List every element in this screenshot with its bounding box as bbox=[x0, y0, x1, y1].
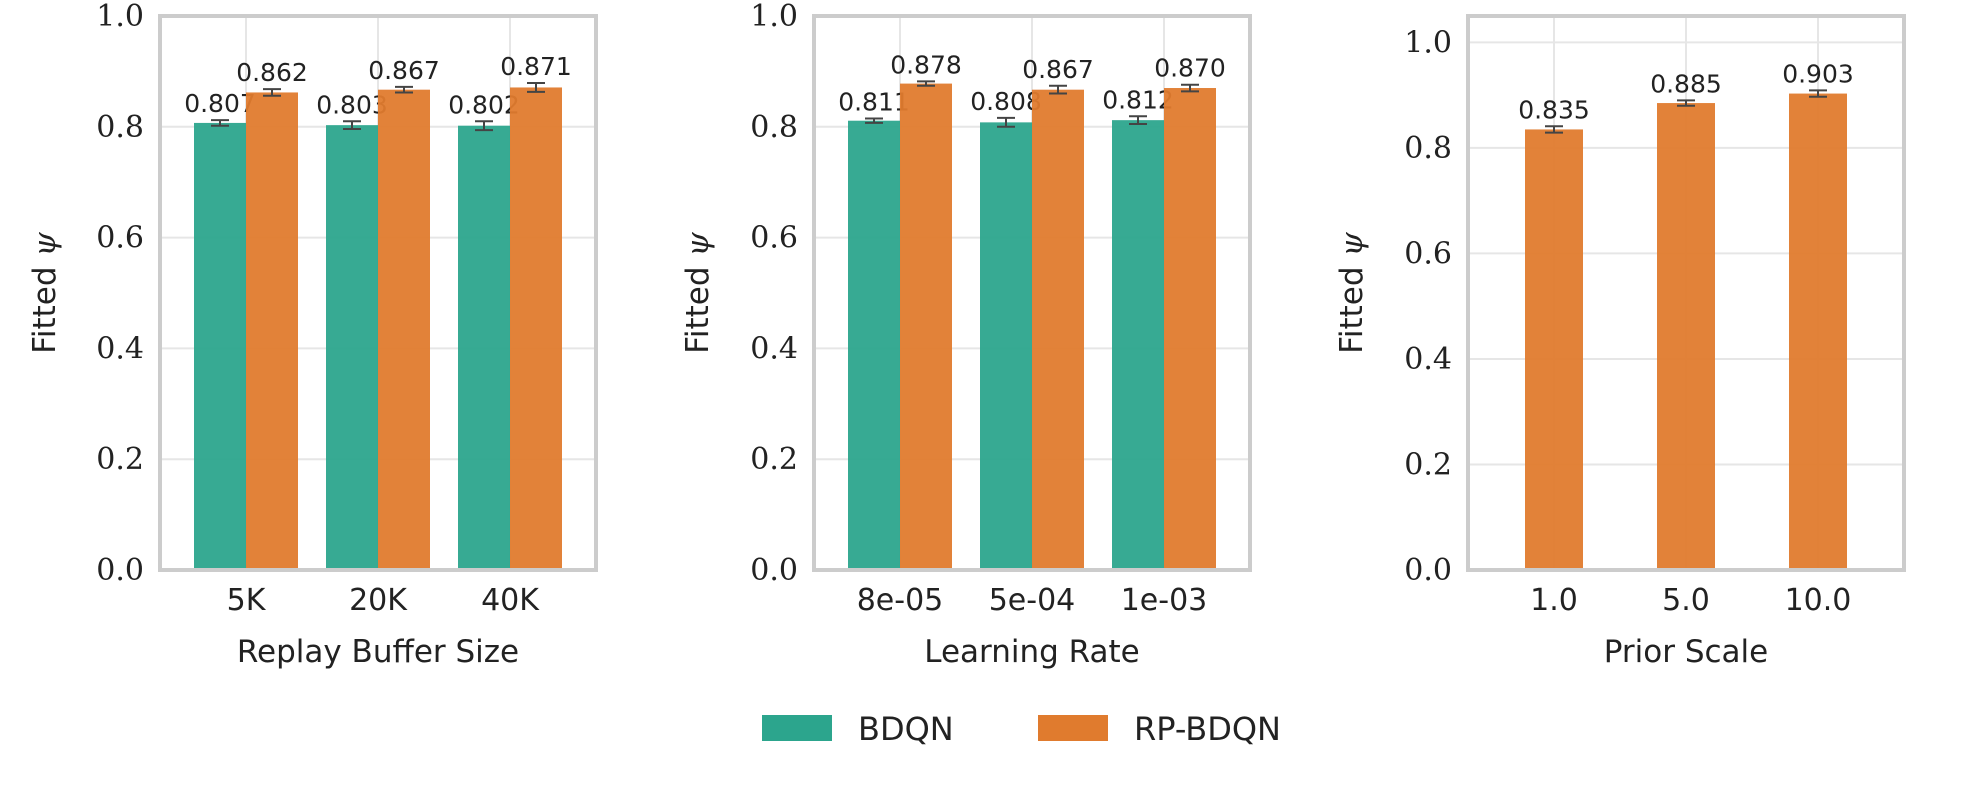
y-tick-label: 1.0 bbox=[750, 0, 798, 34]
x-tick-label: 8e-05 bbox=[857, 583, 944, 618]
y-tick-label: 0.6 bbox=[750, 221, 798, 256]
legend-swatch-rp-bdqn bbox=[1038, 715, 1108, 741]
y-tick-label: 0.2 bbox=[1404, 447, 1452, 482]
x-axis-label: Replay Buffer Size bbox=[237, 634, 519, 670]
bar-rp-bdqn-40K bbox=[510, 87, 562, 570]
chart-panel-2: 0.0 0.2 0.4 0.6 0.8 1.0 0.811 0.808 0.812 0.878 0.… bbox=[680, 0, 1252, 670]
y-tick-label: 0.6 bbox=[96, 221, 144, 256]
data-label: 0.871 bbox=[500, 52, 572, 81]
x-axis-label: Learning Rate bbox=[924, 634, 1140, 670]
y-tick-label: 0.4 bbox=[750, 331, 798, 366]
y-tick-label: 0.4 bbox=[96, 331, 144, 366]
bar-rp-bdqn-20K bbox=[378, 89, 430, 570]
bar-bdqn-40K bbox=[458, 125, 510, 570]
bar-rp-bdqn-10.0 bbox=[1789, 93, 1847, 570]
y-tick-label: 0.0 bbox=[96, 553, 144, 588]
x-tick-label: 20K bbox=[349, 583, 408, 618]
x-tick-label: 1.0 bbox=[1530, 583, 1578, 618]
bar-rp-bdqn-1.0 bbox=[1525, 129, 1583, 570]
y-tick-label: 0.4 bbox=[1404, 342, 1452, 377]
data-label: 0.885 bbox=[1650, 69, 1722, 98]
x-tick-label: 1e-03 bbox=[1121, 583, 1208, 618]
bar-bdqn-5e-04 bbox=[980, 122, 1032, 571]
data-label: 0.862 bbox=[236, 58, 308, 87]
legend: BDQN RP-BDQN bbox=[762, 710, 1281, 748]
data-label: 0.835 bbox=[1518, 95, 1590, 124]
legend-swatch-bdqn bbox=[762, 715, 832, 741]
data-label: 0.878 bbox=[890, 50, 962, 79]
legend-label-rp-bdqn: RP-BDQN bbox=[1134, 710, 1281, 748]
x-tick-label: 5e-04 bbox=[989, 583, 1076, 618]
y-axis-label: Fitted ψ bbox=[680, 232, 716, 354]
plot-frame bbox=[1466, 14, 1906, 572]
data-label: 0.867 bbox=[1022, 55, 1094, 84]
x-tick-label: 5K bbox=[227, 583, 267, 618]
data-label: 0.807 bbox=[184, 89, 256, 118]
chart-panel-1: 0.0 0.2 0.4 0.6 0.8 1.0 0.807 0.803 0.802 0.862 0.… bbox=[27, 0, 598, 670]
data-label: 0.812 bbox=[1102, 85, 1174, 114]
plot-frame bbox=[158, 14, 598, 572]
x-tick-label: 5.0 bbox=[1662, 583, 1710, 618]
y-tick-label: 0.0 bbox=[750, 553, 798, 588]
legend-label-bdqn: BDQN bbox=[858, 710, 954, 748]
y-tick-label: 1.0 bbox=[1404, 25, 1452, 60]
y-axis-symbol: ψ bbox=[680, 232, 716, 257]
y-axis-symbol: ψ bbox=[27, 232, 63, 257]
y-tick-label: 1.0 bbox=[96, 0, 144, 34]
x-tick-label: 10.0 bbox=[1785, 583, 1852, 618]
bar-rp-bdqn-1e-03 bbox=[1164, 88, 1216, 571]
chart-panel-3: 0.0 0.2 0.4 0.6 0.8 1.0 0.835 0.885 0.903 1.0 5.0 1… bbox=[1334, 14, 1906, 670]
data-label: 0.803 bbox=[316, 90, 388, 119]
bar-bdqn-8e-05 bbox=[848, 120, 900, 571]
data-label: 0.808 bbox=[970, 87, 1042, 116]
y-tick-label: 0.0 bbox=[1404, 553, 1452, 588]
bar-rp-bdqn-5.0 bbox=[1657, 103, 1715, 571]
y-tick-label: 0.6 bbox=[1404, 236, 1452, 271]
y-tick-label: 0.8 bbox=[1404, 131, 1452, 166]
bar-bdqn-5K bbox=[194, 122, 246, 570]
data-label: 0.811 bbox=[838, 87, 910, 116]
data-label: 0.867 bbox=[368, 56, 440, 85]
x-axis-label: Prior Scale bbox=[1604, 634, 1768, 670]
bar-rp-bdqn-5e-04 bbox=[1032, 89, 1084, 570]
data-label: 0.870 bbox=[1154, 54, 1226, 83]
y-axis-symbol: ψ bbox=[1334, 232, 1370, 257]
y-tick-label: 0.2 bbox=[96, 442, 144, 477]
y-tick-label: 0.8 bbox=[750, 110, 798, 145]
bar-bdqn-20K bbox=[326, 125, 378, 570]
y-tick-label: 0.8 bbox=[96, 110, 144, 145]
bar-rp-bdqn-5K bbox=[246, 92, 298, 571]
data-label: 0.802 bbox=[448, 90, 520, 119]
y-axis-label: Fitted ψ bbox=[1334, 232, 1370, 354]
x-tick-label: 40K bbox=[481, 583, 540, 618]
y-tick-label: 0.2 bbox=[750, 442, 798, 477]
bar-rp-bdqn-8e-05 bbox=[900, 83, 952, 570]
panels: 0.0 0.2 0.4 0.6 0.8 1.0 0.807 0.803 0.802 0.862 0.… bbox=[27, 0, 1906, 670]
plot-frame bbox=[812, 14, 1252, 572]
bar-bdqn-1e-03 bbox=[1112, 120, 1164, 570]
data-label: 0.903 bbox=[1782, 59, 1854, 88]
y-axis-label: Fitted ψ bbox=[27, 232, 63, 354]
